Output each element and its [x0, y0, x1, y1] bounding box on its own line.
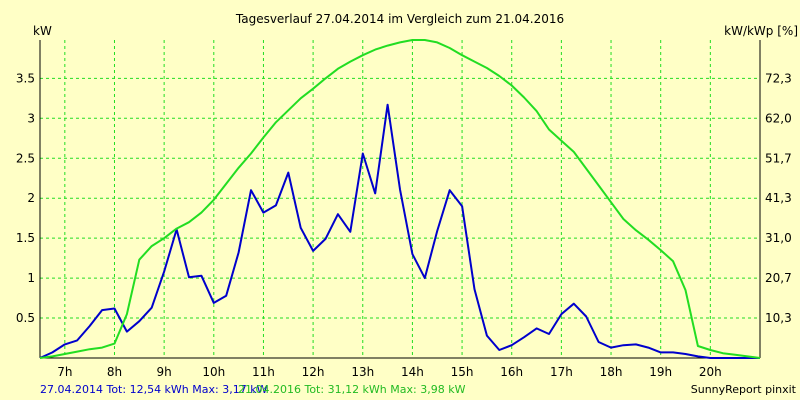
- x-tick-label: 17h: [550, 365, 573, 379]
- y-right-tick-label: 31,0: [765, 231, 792, 245]
- y-left-tick-label: 1: [27, 271, 35, 285]
- y-right-tick-label: 20,7: [765, 271, 792, 285]
- y-right-tick-label: 51,7: [765, 151, 792, 165]
- x-tick-label: 12h: [302, 365, 325, 379]
- footer-series2-stats: 21.04.2016 Tot: 31,12 kWh Max: 3,98 kW: [238, 383, 466, 396]
- x-tick-label: 19h: [649, 365, 672, 379]
- x-tick-label: 20h: [699, 365, 722, 379]
- chart-title: Tagesverlauf 27.04.2014 im Vergleich zum…: [235, 12, 564, 26]
- grid-layer: [40, 40, 760, 358]
- series-line-2: [39, 39, 761, 359]
- x-tick-label: 15h: [451, 365, 474, 379]
- x-tick-label: 10h: [202, 365, 225, 379]
- y-right-tick-label: 62,0: [765, 111, 792, 125]
- footer-series1-stats: 27.04.2014 Tot: 12,54 kWh Max: 3,17 kW: [40, 383, 268, 396]
- series-line-1: [39, 103, 760, 359]
- x-tick-label: 16h: [500, 365, 523, 379]
- y-axis-right-label: kW/kWp [%]: [724, 24, 798, 38]
- x-tick-label: 7h: [57, 365, 72, 379]
- x-tick-label: 18h: [600, 365, 623, 379]
- x-tick-label: 11h: [252, 365, 275, 379]
- x-tick-label: 14h: [401, 365, 424, 379]
- y-left-tick-label: 0.5: [16, 311, 35, 325]
- y-right-tick-label: 10,3: [765, 311, 792, 325]
- x-tick-label: 8h: [107, 365, 122, 379]
- y-right-tick-label: 41,3: [765, 191, 792, 205]
- x-tick-label: 9h: [157, 365, 172, 379]
- series-layer: [39, 39, 761, 359]
- ticks-layer: 7h 8h 9h 10h 11h 12h 13h 14h 15h 16h 17h 18h 19h 20h 0…: [16, 71, 792, 379]
- y-right-tick-label: 72,3: [765, 71, 792, 85]
- y-left-tick-label: 2: [27, 191, 35, 205]
- y-left-tick-label: 2.5: [16, 151, 35, 165]
- y-axis-left-label: kW: [33, 24, 52, 38]
- y-left-tick-label: 1.5: [16, 231, 35, 245]
- x-tick-label: 13h: [351, 365, 374, 379]
- footer-credit: SunnyReport pinxit: [691, 383, 797, 396]
- y-left-tick-label: 3.5: [16, 71, 35, 85]
- y-left-tick-label: 3: [27, 111, 35, 125]
- axes-layer: [39, 40, 761, 359]
